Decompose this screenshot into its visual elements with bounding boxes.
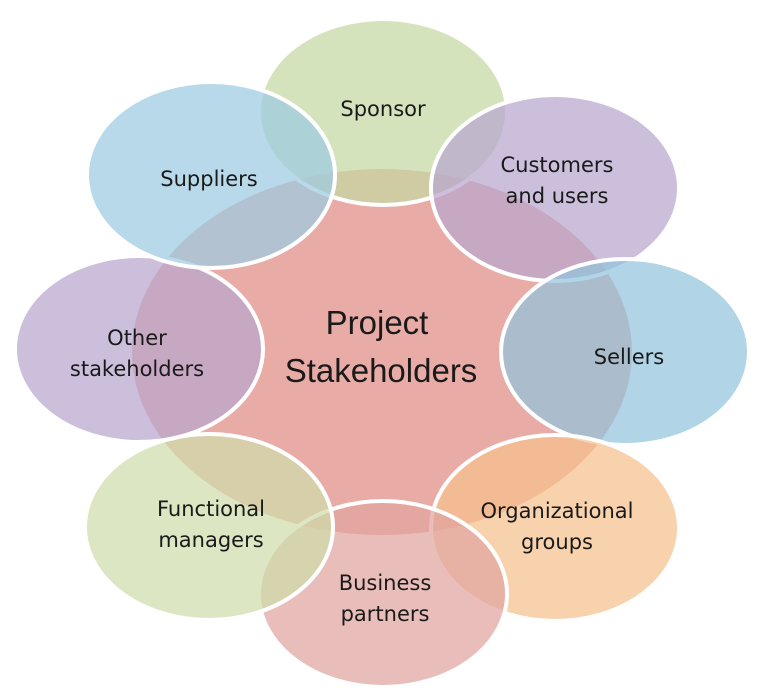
diagram-labels: Project Stakeholders Sponsor Customers and… [70, 97, 664, 626]
sellers-label-line-1: Sellers [594, 345, 664, 369]
functional-managers-ellipse [83, 432, 335, 622]
customers-and-users-label-line-1: Customers [501, 153, 614, 177]
sellers-ellipse [499, 257, 751, 447]
business-partners-label-line-2: partners [341, 602, 430, 626]
center-title-line-2: Stakeholders [285, 352, 478, 389]
other-stakeholders-label-line-1: Other [107, 326, 167, 350]
functional-managers-label-line-2: managers [158, 528, 263, 552]
customers-and-users-label-line-2: and users [506, 184, 609, 208]
diagram-shapes [13, 17, 751, 689]
suppliers-label-line-1: Suppliers [160, 167, 257, 191]
functional-managers-label-line-1: Functional [157, 497, 265, 521]
business-partners-label-line-1: Business [339, 571, 432, 595]
other-stakeholders-label-line-2: stakeholders [70, 357, 204, 381]
other-stakeholders-ellipse [13, 254, 265, 444]
center-title-line-1: Project [326, 304, 429, 341]
suppliers-ellipse [85, 80, 337, 270]
organizational-groups-label-line-2: groups [521, 530, 593, 554]
sponsor-label-line-1: Sponsor [340, 97, 426, 121]
organizational-groups-label-line-1: Organizational [481, 499, 634, 523]
